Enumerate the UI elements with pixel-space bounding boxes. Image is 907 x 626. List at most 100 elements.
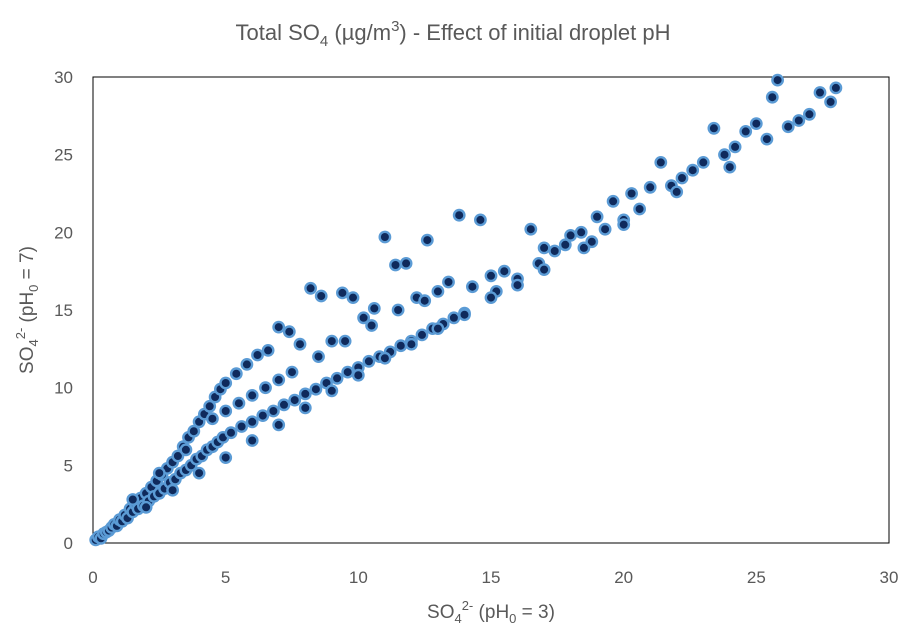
data-point <box>288 393 302 407</box>
data-point <box>803 107 816 121</box>
data-point <box>643 180 657 194</box>
data-point <box>285 365 299 379</box>
data-point <box>771 73 784 87</box>
data-point <box>781 120 795 134</box>
data-point <box>325 384 339 398</box>
x-tick-label: 25 <box>747 568 766 587</box>
y-tick-label: 25 <box>54 146 73 165</box>
data-point <box>187 424 201 438</box>
data-point <box>235 420 249 433</box>
data-point <box>473 213 487 227</box>
data-point <box>378 230 392 244</box>
data-point <box>261 343 275 357</box>
data-point <box>389 258 402 272</box>
data-point <box>126 493 140 506</box>
data-point <box>330 371 344 385</box>
data-point <box>338 334 352 348</box>
data-point <box>465 280 479 294</box>
data-point <box>765 90 779 104</box>
data-point <box>277 398 291 412</box>
data-point <box>205 412 219 426</box>
data-point <box>718 148 731 162</box>
data-point <box>219 404 233 418</box>
y-tick-label: 10 <box>54 379 73 398</box>
data-point <box>625 187 638 200</box>
data-point <box>670 185 684 199</box>
data-point <box>312 350 325 363</box>
data-point <box>171 449 185 463</box>
data-point <box>240 357 254 371</box>
data-point <box>633 202 646 216</box>
data-point <box>452 208 466 222</box>
data-point <box>179 443 193 457</box>
data-point <box>325 334 339 348</box>
data-point <box>282 325 296 339</box>
data-point <box>229 367 243 381</box>
x-tick-label: 30 <box>880 568 899 587</box>
data-point <box>245 388 259 402</box>
data-point <box>431 322 445 335</box>
data-point <box>256 409 270 422</box>
x-tick-label: 5 <box>221 568 230 587</box>
data-point <box>420 233 434 247</box>
data-point <box>203 399 217 413</box>
data-point <box>598 222 612 236</box>
data-point <box>378 351 392 365</box>
data-point <box>298 401 312 415</box>
chart-title: Total SO4 (µg/m3) - Effect of initial dr… <box>236 18 671 50</box>
data-point <box>548 244 562 258</box>
data-point <box>314 289 328 303</box>
data-point <box>219 376 233 390</box>
data-point <box>304 281 317 295</box>
data-point <box>824 95 837 109</box>
data-point <box>558 238 572 252</box>
data-points <box>89 73 843 547</box>
plot-area <box>92 76 890 544</box>
data-point <box>418 294 432 308</box>
data-point <box>245 415 259 429</box>
data-point <box>696 155 710 169</box>
data-point <box>357 311 370 325</box>
y-axis-title: SO42- (pH0 = 7) <box>13 246 41 374</box>
x-axis-title: SO42- (pH0 = 3) <box>427 598 555 626</box>
data-point <box>251 348 264 362</box>
data-point <box>139 500 153 514</box>
data-point <box>335 286 349 300</box>
data-point <box>537 263 551 276</box>
y-tick-label: 15 <box>54 301 73 320</box>
y-tick-labels: 0 5 10 15 20 25 30 <box>54 68 73 553</box>
data-point <box>394 339 408 353</box>
data-point <box>585 235 599 249</box>
data-point <box>266 404 280 418</box>
data-point <box>309 382 323 396</box>
data-point <box>829 81 843 95</box>
data-point <box>245 434 259 447</box>
data-point <box>484 269 498 283</box>
data-point <box>606 194 620 208</box>
data-point <box>367 301 381 315</box>
data-point <box>259 381 272 395</box>
data-point <box>723 160 737 174</box>
data-point <box>272 418 286 432</box>
y-tick-label: 20 <box>54 223 73 242</box>
data-point <box>813 86 827 99</box>
data-point <box>391 303 405 317</box>
y-tick-label: 0 <box>64 534 73 553</box>
x-tick-label: 20 <box>614 568 633 587</box>
data-point <box>272 320 286 334</box>
data-point <box>365 319 378 332</box>
data-point <box>617 218 631 232</box>
data-point <box>346 291 360 304</box>
data-point <box>792 114 806 127</box>
data-point <box>341 365 355 379</box>
data-point <box>431 284 445 298</box>
data-point <box>415 328 429 342</box>
data-point <box>192 466 206 480</box>
data-point <box>686 163 700 177</box>
x-tick-labels: 0 5 10 15 20 25 30 <box>88 568 898 587</box>
data-point <box>219 451 233 464</box>
data-point <box>293 337 307 351</box>
data-point <box>447 311 461 325</box>
y-tick-label: 5 <box>64 456 73 475</box>
